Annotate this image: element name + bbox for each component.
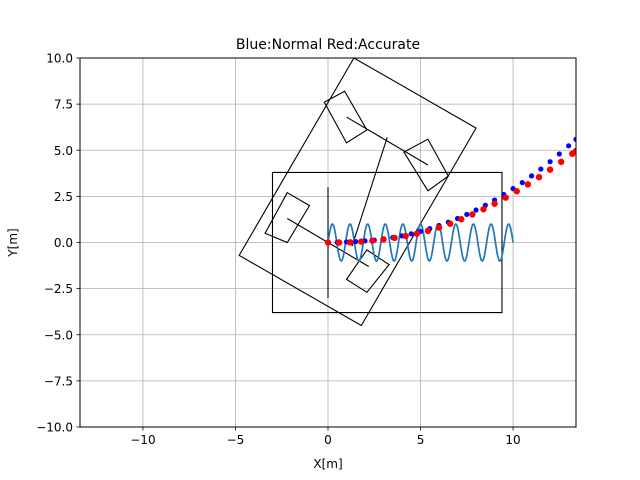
accurate-point [491,200,498,207]
front-axle-line [346,116,429,166]
x-tick-label: −5 [227,433,245,447]
y-tick-label: −7.5 [44,374,73,388]
wave-series [327,223,514,262]
normal-point [573,136,576,142]
y-tick-label: 0.0 [54,236,73,250]
accurate-point [324,239,332,246]
y-tick-label: −5.0 [44,328,73,342]
accurate-point [524,181,532,188]
accurate-point [546,166,554,173]
y-axis-label: Y[m] [6,228,20,257]
accurate-point [424,227,432,235]
accurate-point [369,237,376,244]
normal-point [528,173,535,179]
accurate-point [358,238,365,245]
front-right-wheel [403,138,450,192]
accurate-point [513,188,520,195]
x-tick-label: 5 [417,433,425,447]
accurate-point [391,234,398,242]
y-tick-label: −2.5 [44,282,73,296]
x-tick-label: 0 [324,433,332,447]
front-left-wheel [323,90,368,144]
normal-point [519,179,525,186]
chart-title: Blue:Normal Red:Accurate [236,37,420,53]
y-tick-label: 7.5 [54,98,73,112]
vehicle-body [238,58,477,327]
plot-content [238,58,576,327]
normal-point [538,166,544,172]
accurate-point [435,224,443,231]
accurate-point [347,239,354,246]
accurate-point [502,194,509,201]
accurate-point [535,173,543,181]
accurate-point [446,220,454,227]
bounding-box [271,171,503,314]
accurate-point [557,158,565,166]
accurate-point [402,232,409,240]
x-tick-label: 10 [505,433,520,447]
accurate-point [572,147,576,155]
y-axis-ticks: −10.0 −7.5 −5.0 −2.5 0.0 2.5 5.0 7.5 10.0 [36,52,80,435]
y-tick-label: 10.0 [46,52,73,66]
accurate-point [335,239,343,246]
accurate-series [324,147,576,246]
wave-line [327,223,514,262]
normal-point [556,151,562,157]
accurate-point [480,206,487,213]
accurate-point [413,230,421,237]
accurate-point [469,211,476,218]
normal-point [464,211,470,218]
normal-point [408,231,414,237]
y-tick-label: −10.0 [36,421,73,435]
x-tick-label: −10 [130,433,155,447]
x-axis-ticks: −10 −5 0 5 10 [130,427,521,447]
normal-point [547,159,553,165]
normal-point [566,143,572,149]
y-tick-label: 2.5 [54,190,73,204]
x-axis-label: X[m] [313,457,342,471]
accurate-point [380,236,387,243]
vehicle-center-line [351,137,388,247]
y-tick-label: 5.0 [54,144,73,158]
normal-point [473,207,479,213]
accurate-point [458,216,465,223]
rear-right-wheel [345,249,390,294]
normal-point [353,238,359,245]
